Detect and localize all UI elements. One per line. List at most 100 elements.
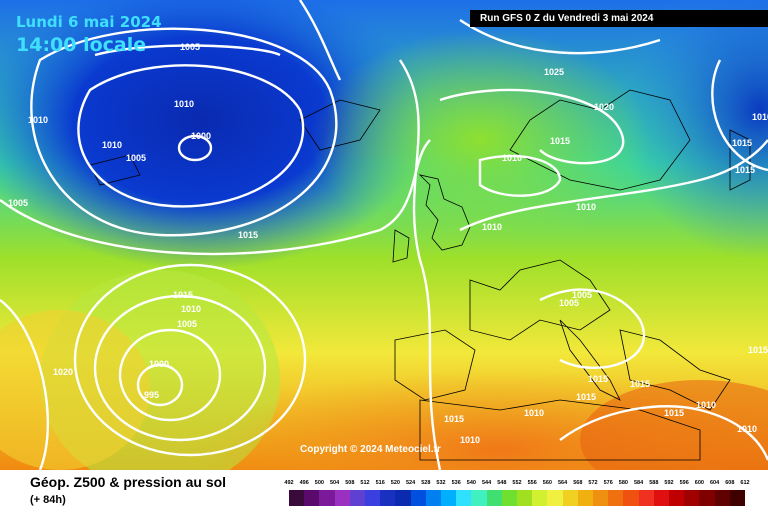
scale-swatch <box>562 490 578 506</box>
isobar-label: 1010 <box>524 408 545 418</box>
scale-swatch <box>410 490 426 506</box>
scale-tick-label: 504 <box>330 480 340 486</box>
isobar-label: 1005 <box>126 153 147 163</box>
scale-swatch <box>334 490 350 506</box>
scale-swatch <box>289 490 305 506</box>
scale-tick-label: 552 <box>512 480 522 486</box>
isobar-label: 1020 <box>594 102 615 112</box>
scale-swatch <box>517 490 533 506</box>
scale-tick-label: 492 <box>284 480 294 486</box>
isobar-label: 1025 <box>544 67 565 77</box>
isobar-label: 1010 <box>737 424 758 434</box>
scale-tick-label: 572 <box>588 480 598 486</box>
scale-swatch <box>623 490 639 506</box>
forecast-date: Lundi 6 mai 2024 <box>16 13 162 31</box>
color-scale: 492 496 500 504 508 512 516 520 524 528 532 536 540 5… <box>284 480 750 510</box>
isobar-label: 1015 <box>630 379 651 389</box>
scale-tick-label: 532 <box>436 480 446 486</box>
scale-swatch <box>714 490 730 506</box>
scale-tick-label: 568 <box>573 480 583 486</box>
scale-swatch <box>304 490 320 506</box>
isobar-label: 1010 <box>576 202 597 212</box>
copyright: Copyright © 2024 Meteociel.fr <box>300 444 441 455</box>
isobar-label: 1015 <box>588 374 609 384</box>
isobar-label: 1010 <box>460 435 481 445</box>
scale-swatch <box>653 490 669 506</box>
isobar-label: 1020 <box>53 367 74 377</box>
scale-tick-label: 596 <box>679 480 689 486</box>
scale-tick-label: 560 <box>542 480 552 486</box>
legend-panel: Géop. Z500 & pression au sol (+ 84h) 492… <box>0 470 768 512</box>
isobar-label: 1015 <box>238 230 259 240</box>
scale-swatch <box>532 490 548 506</box>
isobar-label: 995 <box>144 390 160 400</box>
isobar-label: 1005 <box>8 198 29 208</box>
isobar-label: 1015 <box>173 290 194 300</box>
scale-swatch <box>395 490 411 506</box>
scale-tick-label: 588 <box>649 480 659 486</box>
isobar-label: 1000 <box>149 359 170 369</box>
scale-swatch <box>456 490 472 506</box>
scale-tick-label: 524 <box>406 480 416 486</box>
isobar-label: 1015 <box>576 392 597 402</box>
isobar-label: 1010 <box>482 222 503 232</box>
scale-tick-label: 508 <box>345 480 355 486</box>
east-low-field <box>620 0 768 260</box>
legend-subtitle: (+ 84h) <box>30 494 66 506</box>
isobar-label: 1015 <box>735 165 756 175</box>
ridge-field <box>310 30 650 250</box>
scale-tick-label: 576 <box>603 480 613 486</box>
scale-swatch <box>547 490 563 506</box>
isobar-label: 1015 <box>732 138 753 148</box>
warm-southeast-field <box>580 380 768 470</box>
scale-tick-label: 520 <box>390 480 400 486</box>
scale-swatch <box>425 490 441 506</box>
scale-swatch <box>669 490 685 506</box>
isobar-label: 1005 <box>559 298 580 308</box>
isobar-label: 1010 <box>174 99 195 109</box>
scale-tick-label: 548 <box>497 480 507 486</box>
atlantic-low-field <box>0 0 430 270</box>
isobar-label: 1010 <box>181 304 202 314</box>
isobars <box>0 0 768 470</box>
scale-swatch <box>593 490 609 506</box>
isobar-label: 1015 <box>664 408 685 418</box>
isobar-label: 1010 <box>28 115 49 125</box>
isobar-label: 1005 <box>180 42 201 52</box>
scale-swatch <box>319 490 335 506</box>
scale-tick-label: 512 <box>360 480 370 486</box>
scale-swatch <box>441 490 457 506</box>
scale-tick-label: 544 <box>482 480 492 486</box>
scale-tick-label: 528 <box>421 480 431 486</box>
scale-swatch <box>729 490 745 506</box>
scale-swatch <box>638 490 654 506</box>
scale-tick-label: 540 <box>466 480 476 486</box>
scale-tick-label: 564 <box>558 480 568 486</box>
scale-tick-label: 592 <box>664 480 674 486</box>
scale-tick-label: 500 <box>314 480 324 486</box>
scale-swatch <box>577 490 593 506</box>
isobar-label: 1010 <box>696 400 717 410</box>
coastlines <box>89 89 751 461</box>
weather-map <box>0 0 768 470</box>
isobar-label: 1015 <box>748 345 768 355</box>
isobar-label: 1015 <box>444 414 465 424</box>
scale-swatch <box>684 490 700 506</box>
isobar-label: 1010 <box>502 153 523 163</box>
forecast-time: 14:00 locale <box>16 34 147 56</box>
isobar-label: 1000 <box>191 131 212 141</box>
scale-swatch <box>349 490 365 506</box>
scale-tick-label: 608 <box>725 480 735 486</box>
scale-tick-label: 604 <box>710 480 720 486</box>
isobar-label: 1010 <box>102 140 123 150</box>
legend-title: Géop. Z500 & pression au sol <box>30 474 227 490</box>
scale-swatch <box>501 490 517 506</box>
scale-swatch <box>380 490 396 506</box>
scale-tick-label: 612 <box>740 480 750 486</box>
scale-tick-label: 496 <box>299 480 309 486</box>
isobar-label: 1010 <box>752 112 768 122</box>
scale-swatch <box>365 490 381 506</box>
scale-tick-label: 536 <box>451 480 461 486</box>
scale-tick-label: 600 <box>694 480 704 486</box>
isobar-label: 1005 <box>177 319 198 329</box>
